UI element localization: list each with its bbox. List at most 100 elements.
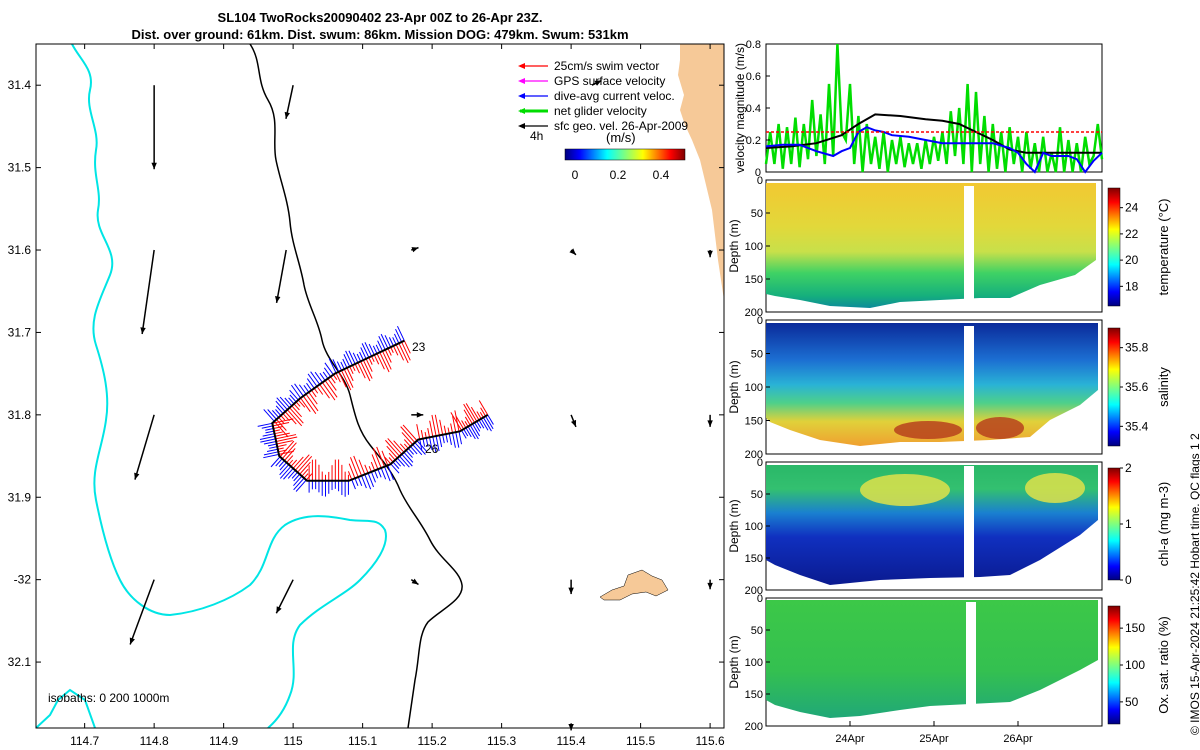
isobaths-label: isobaths: 0 200 1000m [48,691,169,705]
velocity-series [764,43,1104,174]
velocity-line-sfc-geo [765,113,1102,154]
current-vector [293,473,301,482]
swim-vector [308,391,318,405]
depth-tick-label: 200 [745,307,763,319]
velocity-y-label: velocity magnitude (m/s) [733,43,747,173]
current-vector [359,351,364,361]
salinity-data-gap [964,326,974,452]
swim-vector [286,455,294,463]
colorbar-tick-label: 20 [1125,253,1139,267]
swim-vector [382,350,392,370]
swim-vector [299,461,311,475]
current-vector [419,439,423,450]
swim-vector [461,420,467,429]
depth-tick-label: 50 [751,489,763,501]
map-x-tick-label: 115.2 [418,734,447,748]
swim-vector [347,471,353,480]
swim-vector [416,424,421,440]
current-vector [310,371,321,385]
track-start-label: 23 [412,340,426,354]
salinity-section [765,319,1121,455]
current-vector [269,446,278,449]
current-vector [293,477,305,491]
swim-vector [348,463,356,479]
swim-vector [463,409,473,425]
swim-vector [322,382,336,401]
swim-vector [443,425,447,435]
current-vector [471,423,480,437]
swim-vector [316,386,324,395]
temperature-data-gap [964,186,974,302]
current-vector [390,463,400,474]
map-x-tick-label: 115 [284,734,303,748]
depth-axis-label: Depth (m) [727,219,741,272]
current-vector [480,418,489,431]
map-x-tick-label: 115.1 [348,734,377,748]
current-vector [261,425,273,429]
current-vector [360,347,367,360]
swim-vector [385,439,400,457]
swim-vector [478,400,489,416]
swim-vector [351,365,356,372]
current-vector [455,432,460,448]
current-vector [343,354,351,367]
velocity-panel: 0 0.2 0.4 0.6 0.8 velocity magnitude (m/s) [733,39,1104,179]
land-mass [678,44,724,300]
colorbar-tick-label: 2 [1125,461,1132,475]
current-vector [392,461,400,469]
swim-vector [479,411,484,418]
current-vector [336,361,342,371]
current-vector [368,343,375,356]
depth-tick-label: 150 [745,553,763,565]
oxygen-data-gap [966,602,976,720]
swim-vector [346,367,354,382]
swim-vector [452,415,457,433]
current-vector [262,433,275,437]
swim-vector [379,352,390,373]
current-vector [410,446,418,455]
chla-high-patch-2 [1025,473,1085,503]
colorbar-tick-2: 0.4 [653,168,670,182]
swim-vector [447,427,450,434]
current-vector [374,470,379,479]
swim-vector [401,432,414,445]
current-vector [323,367,332,377]
current-vector [403,451,414,463]
geo-velocity-arrow [141,249,155,335]
swim-vector [464,421,469,427]
current-vector [416,440,428,452]
time-tick-label: 26Apr [1003,733,1033,745]
salinity-colorbar [1107,327,1121,447]
current-vector [364,342,373,357]
current-vector [395,328,403,343]
swim-vector [454,410,460,432]
swim-vector [470,406,480,421]
swim-vector [276,436,298,442]
swim-vector [360,361,371,382]
current-vector [260,438,276,443]
current-vector [361,343,370,358]
swim-vector [399,443,407,451]
current-vector [448,433,452,445]
map-x-tick-label: 115.6 [696,734,725,748]
geo-velocity-arrowhead [129,637,135,645]
swim-vector [330,376,336,384]
legend-swatch-arrowhead [518,78,525,84]
geo-velocity-arrowhead [134,472,140,480]
velocity-line-net-glider [764,43,1104,173]
colorbar-tick-label: 22 [1125,227,1139,241]
swim-vector [277,444,287,448]
salinity-data-body [766,323,1098,446]
map-x-tick-label: 115.5 [626,734,655,748]
current-vector [461,430,467,439]
depth-tick-label: 50 [751,208,763,220]
swim-vector [364,464,369,474]
swim-vector [464,416,471,426]
map-y-ticks: 31.4 31.5 31.6 31.7 31.8 31.9 -32 32.1 [8,78,724,669]
current-vector [340,361,345,370]
swim-vector [376,353,385,370]
current-vector [370,471,376,483]
current-vector [357,476,363,487]
swim-vector [427,428,431,438]
current-vector [388,337,394,347]
